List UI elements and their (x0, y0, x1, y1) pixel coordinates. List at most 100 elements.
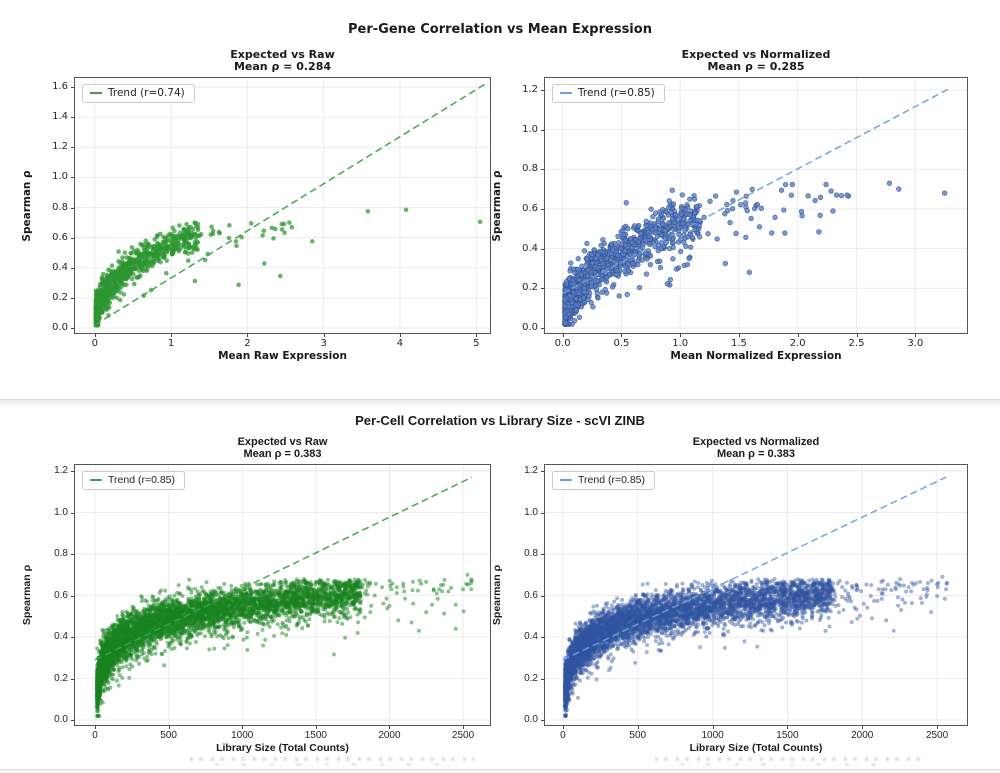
y-tick-label: 1.2 (522, 83, 538, 95)
x-tick-label: 0.5 (613, 338, 630, 349)
legend-label: Trend (r=0.85) (108, 474, 176, 486)
x-tick-mark (637, 726, 639, 729)
figure-title-per-cell: Per-Cell Correlation vs Library Size - s… (355, 413, 645, 428)
y-tick-mark (541, 637, 544, 639)
y-tick-mark (541, 208, 544, 210)
x-tick-mark (862, 726, 864, 729)
x-tick-label: 1500 (776, 730, 799, 741)
plot-area: Trend (r=0.85) (544, 77, 968, 334)
y-tick-label: 0.4 (54, 631, 68, 643)
x-tick-mark (562, 726, 564, 729)
x-tick-mark (680, 334, 682, 337)
x-tick-mark (712, 726, 714, 729)
cutoff-text-fragment (680, 763, 900, 766)
y-tick-label: 1.2 (52, 141, 68, 153)
y-tick-label: 0.4 (52, 261, 68, 273)
y-tick-mark (541, 89, 544, 91)
y-tick-mark (541, 512, 544, 514)
x-tick-label: 1500 (304, 730, 327, 741)
y-tick-mark (71, 554, 74, 556)
x-tick-mark (476, 334, 478, 337)
plot-area: Trend (r=0.85) (544, 464, 968, 726)
x-tick-label: 0 (91, 338, 99, 349)
y-tick-label: 0.0 (54, 714, 68, 726)
y-tick-mark (71, 147, 74, 149)
x-tick-mark (389, 726, 391, 729)
x-tick-mark (621, 334, 623, 337)
legend: Trend (r=0.85) (552, 471, 656, 490)
y-tick-label: 0.6 (524, 589, 538, 601)
x-tick-label: 2500 (451, 730, 475, 741)
y-tick-label: 0.4 (524, 631, 538, 643)
x-tick-label: 4 (396, 338, 404, 349)
x-tick-mark (787, 726, 789, 729)
x-tick-label: 0.0 (554, 338, 571, 349)
subplot-title: Expected vs Raw Mean ρ = 0.383 (75, 436, 490, 460)
y-tick-mark (541, 169, 544, 171)
y-tick-label: 1.2 (524, 465, 538, 477)
y-tick-label: 1.2 (54, 465, 68, 477)
y-tick-label: 1.4 (52, 111, 68, 123)
x-tick-label: 1000 (231, 730, 254, 741)
y-tick-label: 0.2 (524, 672, 538, 684)
y-tick-mark (541, 554, 544, 556)
subplot-title: Expected vs Normalized Mean ρ = 0.383 (545, 436, 967, 460)
subplot-title-line2: Mean ρ = 0.383 (243, 448, 322, 460)
x-axis-label: Library Size (Total Counts) (689, 742, 823, 754)
y-tick-label: 1.0 (524, 506, 538, 518)
x-tick-mark (168, 726, 170, 729)
y-tick-mark (71, 512, 74, 514)
y-tick-mark (541, 248, 544, 250)
x-tick-mark (399, 334, 401, 337)
x-tick-label: 500 (160, 730, 177, 741)
subplot-title: Expected vs Raw Mean ρ = 0.284 (75, 49, 490, 73)
y-tick-mark (541, 288, 544, 290)
y-tick-label: 0.4 (522, 242, 538, 254)
y-tick-label: 0.2 (522, 282, 538, 294)
y-tick-label: 1.0 (52, 171, 68, 183)
y-tick-mark (71, 87, 74, 89)
y-tick-label: 0.0 (522, 322, 538, 334)
y-tick-label: 0.2 (54, 672, 68, 684)
x-tick-mark (915, 334, 917, 337)
x-tick-label: 3 (320, 338, 327, 349)
subplot-title-line1: Expected vs Raw (237, 436, 328, 448)
x-tick-label: 1.5 (731, 338, 747, 349)
y-tick-mark (71, 637, 74, 639)
x-tick-mark (797, 334, 799, 337)
y-tick-label: 0.8 (54, 548, 68, 560)
x-tick-mark (315, 726, 317, 729)
x-tick-label: 1 (167, 338, 175, 349)
trend-line-swatch (560, 478, 572, 482)
y-tick-mark (541, 471, 544, 473)
y-tick-label: 0.6 (54, 589, 68, 601)
x-tick-label: 2.5 (848, 338, 865, 349)
cutoff-text-fragment (190, 757, 475, 761)
x-tick-mark (463, 726, 465, 729)
subplot-title: Expected vs Normalized Mean ρ = 0.285 (545, 49, 967, 73)
subplot-title-line1: Expected vs Normalized (681, 48, 831, 61)
subplot-title-line2: Mean ρ = 0.284 (233, 60, 332, 73)
x-tick-label: 2000 (851, 730, 874, 741)
y-tick-mark (71, 595, 74, 597)
figure-divider (0, 399, 1000, 400)
y-tick-label: 0.0 (52, 322, 68, 334)
figure-title-per-gene: Per-Gene Correlation vs Mean Expression (348, 22, 652, 37)
y-tick-mark (71, 297, 74, 299)
y-tick-mark (71, 207, 74, 209)
y-tick-label: 0.8 (52, 201, 68, 213)
bottom-divider (0, 769, 1000, 770)
legend-label: Trend (r=0.85) (578, 87, 655, 99)
x-axis-label: Library Size (Total Counts) (216, 742, 349, 754)
x-tick-mark (247, 334, 249, 337)
legend-label: Trend (r=0.74) (108, 87, 185, 99)
x-axis-label: Mean Raw Expression (218, 350, 347, 362)
y-tick-label: 0.6 (52, 231, 68, 243)
x-tick-label: 5 (473, 338, 480, 349)
x-tick-mark (937, 726, 939, 729)
scatter-canvas (75, 78, 490, 333)
trend-line-swatch (90, 91, 102, 95)
y-tick-label: 0.6 (522, 202, 538, 214)
x-tick-label: 2.0 (789, 338, 806, 349)
y-tick-mark (541, 129, 544, 131)
